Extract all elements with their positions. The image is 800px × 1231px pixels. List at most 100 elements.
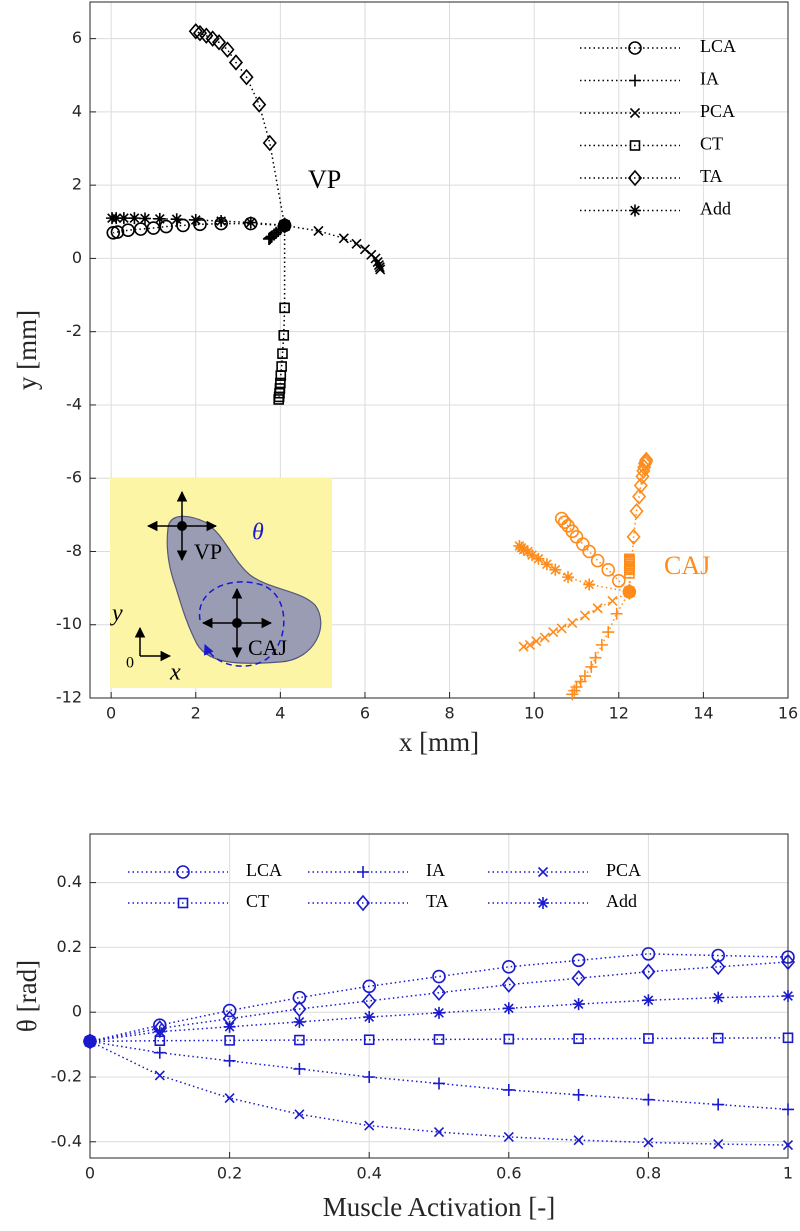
marker: [252, 96, 267, 113]
annotation: VP: [308, 165, 341, 194]
marker: [585, 660, 598, 673]
legend-label: Add: [606, 891, 637, 911]
marker: [239, 68, 254, 86]
marker: [642, 994, 655, 1007]
marker: [351, 238, 362, 249]
marker: [223, 1020, 236, 1033]
annotation: CAJ: [664, 551, 710, 580]
marker: [205, 30, 220, 47]
marker: [362, 979, 377, 994]
x-tick-label: 14: [693, 704, 713, 723]
marker: [782, 1032, 794, 1044]
legend-label: IA: [700, 69, 719, 89]
marker: [592, 603, 603, 614]
inset-caj-point: [232, 618, 242, 628]
marker: [713, 1139, 724, 1150]
x-tick-label: 12: [609, 704, 629, 723]
inset-rotation-arrow: [198, 581, 285, 667]
marker: [537, 897, 549, 909]
legend-label: PCA: [606, 860, 641, 880]
marker: [117, 212, 130, 225]
marker: [278, 330, 290, 341]
marker: [294, 1109, 305, 1120]
marker: [223, 1054, 236, 1067]
marker: [782, 1139, 794, 1151]
marker: [313, 225, 324, 237]
marker: [521, 545, 534, 558]
marker: [502, 1083, 515, 1096]
marker: [562, 571, 575, 584]
y-tick-label: 0: [72, 248, 82, 267]
marker: [583, 578, 596, 591]
marker: [502, 1002, 515, 1015]
y-tick-label: -2: [66, 321, 82, 340]
legend-label: CT: [700, 134, 723, 154]
marker: [199, 27, 214, 44]
y-tick-label: 4: [72, 101, 82, 120]
inset-label: θ: [252, 520, 264, 546]
marker: [540, 558, 553, 571]
marker: [624, 553, 635, 565]
marker: [573, 1135, 584, 1146]
marker: [539, 632, 550, 643]
series-line: [89, 995, 789, 1043]
y-tick-label: -6: [66, 468, 82, 487]
marker: [374, 262, 385, 273]
marker: [193, 217, 207, 232]
marker: [244, 216, 257, 229]
x-tick-label: 0.2: [217, 1164, 242, 1183]
marker: [556, 623, 567, 634]
marker: [262, 134, 277, 152]
marker: [711, 948, 726, 963]
x-tick-label: 10: [524, 704, 544, 723]
marker: [363, 1034, 375, 1046]
x-tick-label: 2: [191, 704, 201, 723]
marker: [780, 953, 796, 971]
series-line: [628, 459, 648, 592]
marker: [548, 626, 559, 638]
marker: [627, 169, 643, 187]
marker: [501, 976, 516, 993]
marker: [712, 991, 725, 1004]
x-tick-label: 1: [783, 1164, 793, 1183]
marker: [712, 1032, 724, 1044]
x-tick-label: 6: [360, 704, 370, 723]
x-axis-label: x [mm]: [399, 727, 479, 757]
marker: [128, 212, 141, 225]
marker: [642, 1093, 655, 1106]
legend-label: IA: [426, 860, 445, 880]
marker: [503, 1131, 514, 1143]
x-tick-label: 0: [85, 1164, 95, 1183]
start-point: [623, 585, 636, 598]
inset-vp-point: [177, 521, 187, 531]
legend-label: PCA: [700, 101, 735, 121]
marker: [294, 1034, 305, 1046]
marker: [215, 215, 228, 228]
marker: [554, 511, 569, 526]
marker: [432, 969, 446, 984]
marker: [292, 990, 307, 1005]
start-point: [84, 1035, 96, 1048]
legend-label: LCA: [246, 860, 282, 880]
y-tick-label: -10: [56, 614, 82, 633]
marker: [433, 1127, 445, 1138]
marker: [220, 41, 235, 58]
marker: [537, 866, 549, 878]
marker: [589, 651, 602, 664]
marker: [572, 998, 585, 1011]
marker: [433, 1034, 445, 1045]
marker: [188, 23, 203, 40]
marker: [633, 477, 648, 494]
y-axis-label: y [mm]: [12, 310, 42, 390]
marker: [375, 264, 386, 275]
marker: [153, 1046, 166, 1059]
marker: [639, 451, 654, 469]
marker: [781, 950, 795, 964]
marker: [532, 552, 545, 565]
marker: [571, 969, 586, 987]
y-tick-label: -12: [56, 688, 82, 707]
marker: [567, 617, 578, 628]
marker: [629, 140, 641, 151]
marker: [433, 1077, 445, 1090]
